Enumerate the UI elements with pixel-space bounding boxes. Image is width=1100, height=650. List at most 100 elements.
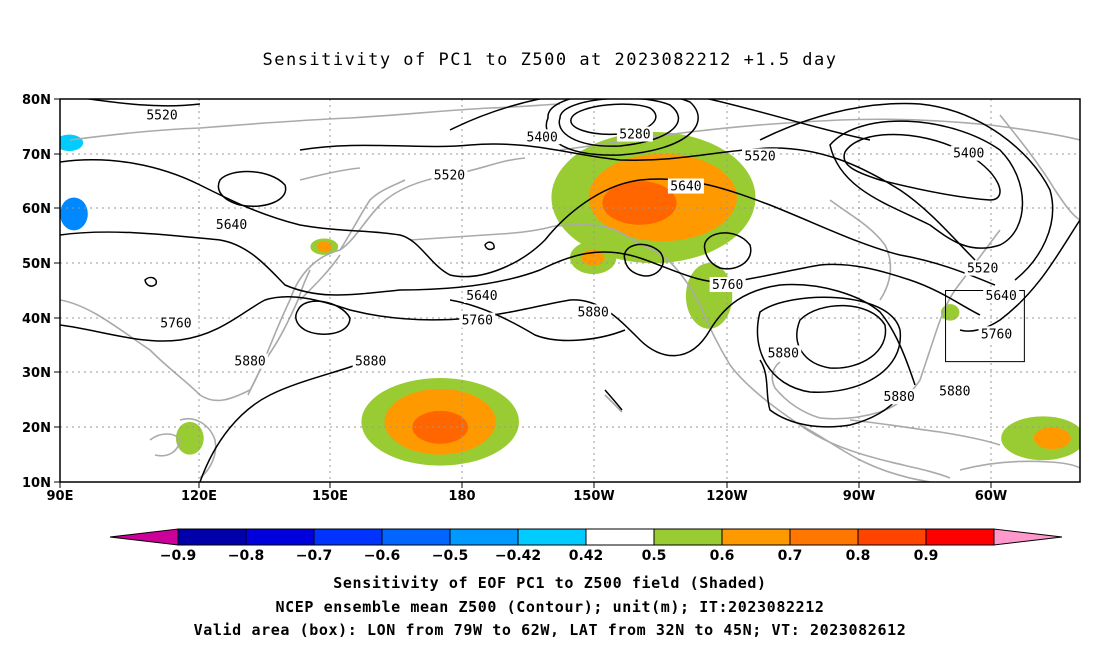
lat-tick-label: 20N — [22, 421, 51, 436]
contour-label: 5880 — [234, 355, 265, 370]
colorbar-label: 0.42 — [569, 548, 604, 564]
map-title: Sensitivity of PC1 to Z500 at 2023082212… — [262, 50, 838, 70]
lon-tick-labels: 90E 120E 150E 180 150W 120W 90W 60W — [47, 489, 1008, 504]
coast-kamchatka — [339, 179, 406, 251]
colorbar-swatch — [653, 528, 723, 546]
contour-5520-asia — [83, 99, 201, 107]
contour-label: 5520 — [744, 149, 775, 164]
coast-central-america — [799, 424, 931, 482]
footer-line-2: NCEP ensemble mean Z500 (Contour); unit(… — [275, 598, 825, 616]
contour-5880-ring — [756, 296, 901, 393]
colorbar-swatch — [177, 528, 247, 546]
coast-north-america-east — [819, 229, 1001, 420]
contour-5880-hawaii-loop — [604, 389, 623, 411]
contour-label-bg — [524, 129, 561, 145]
lon-tick-label: 120W — [706, 489, 747, 504]
coast-hudson-bay — [829, 199, 892, 301]
colorbar-swatch — [789, 528, 859, 546]
lon-tick-label: 60W — [975, 489, 1007, 504]
contour-label-bg — [463, 287, 500, 303]
coast-north-america-west — [554, 223, 951, 479]
colorbar-swatch — [585, 528, 655, 546]
contour-label: 5640 — [670, 180, 701, 195]
colorbar-label: 0.9 — [914, 548, 939, 564]
contour-label: 5520 — [146, 108, 177, 123]
contour-label: 5400 — [953, 147, 984, 162]
axis-ticks — [54, 98, 992, 488]
sensitivity-patch — [685, 263, 733, 329]
coast-asia — [60, 157, 526, 402]
coast-arctic-asia — [69, 103, 561, 141]
colorbar-label: −0.5 — [432, 548, 469, 564]
contour-label-bg — [144, 107, 180, 123]
colorbar-swatch — [245, 528, 315, 546]
contour-label-bg — [431, 167, 468, 183]
map-background — [60, 99, 1080, 482]
contour-label: 5880 — [939, 385, 970, 400]
contour-5880-north — [60, 283, 916, 386]
contour-5760-cyclone — [217, 170, 287, 207]
colorbar-max-triangle — [993, 528, 1063, 546]
colorbar-label: 0.5 — [642, 548, 667, 564]
sensitivity-shading — [60, 131, 1080, 466]
contour-label: 5400 — [527, 130, 558, 145]
contour-5880-south — [199, 359, 371, 482]
coast-gulf-mexico — [771, 361, 821, 419]
contour-5640-loop — [623, 243, 664, 277]
contour-label: 5520 — [434, 169, 465, 184]
coast-caribbean — [849, 419, 1001, 446]
contour-label: 5760 — [160, 316, 191, 331]
contour-label-bg — [881, 389, 918, 405]
coast-philippines — [179, 418, 217, 479]
contour-5760-small-1 — [144, 276, 158, 287]
colorbar-label: 0.8 — [846, 548, 871, 564]
contour-label: 5640 — [986, 289, 1017, 304]
z500-contours — [60, 99, 1080, 482]
contour-label: 5880 — [578, 305, 609, 320]
lat-tick-label: 60N — [22, 202, 51, 217]
contour-label-bg — [709, 277, 746, 293]
colorbar-swatch — [313, 528, 383, 546]
colorbar-label: −0.7 — [296, 548, 333, 564]
sensitivity-patch — [602, 181, 677, 225]
contour-label: 5640 — [466, 289, 497, 304]
lat-tick-label: 80N — [22, 93, 51, 108]
contour-5400-ring-1 — [558, 99, 680, 147]
colorbar-label: −0.42 — [495, 548, 541, 564]
coast-kurils — [299, 254, 341, 301]
map-frame — [59, 98, 1081, 483]
contour-5400-east — [843, 133, 1001, 201]
coast-greenland — [999, 114, 1080, 221]
colorbar-swatch — [517, 528, 587, 546]
lat-tick-label: 70N — [22, 148, 51, 163]
contour-5640-small-2 — [484, 241, 495, 251]
contour-5400-ring-2 — [545, 99, 699, 156]
contour-5880-high-2 — [796, 304, 887, 369]
contour-label: 5880 — [884, 390, 915, 405]
lon-tick-label: 180 — [448, 489, 475, 504]
colorbar-swatch — [721, 528, 791, 546]
lon-tick-label: 150W — [573, 489, 614, 504]
footer-line-3: Valid area (box): LON from 79W to 62W, L… — [193, 621, 907, 639]
contour-5520-north — [299, 143, 976, 261]
sensitivity-patch — [1033, 427, 1071, 450]
coast-borneo — [149, 433, 181, 457]
colorbar-label: −0.8 — [228, 548, 265, 564]
lat-tick-labels: 80N 70N 60N 50N 40N 30N 20N 10N — [22, 93, 51, 491]
contour-label: 5520 — [967, 262, 998, 277]
contour-label-bg — [936, 383, 973, 399]
gridlines — [60, 99, 1080, 482]
contour-label: 5880 — [355, 355, 386, 370]
colorbar-swatch — [857, 528, 927, 546]
contour-label: 5280 — [619, 128, 650, 143]
contour-label: 5880 — [768, 346, 799, 361]
contour-label-bg — [950, 145, 987, 161]
lat-tick-label: 40N — [22, 312, 51, 327]
colorbar-label: −0.9 — [160, 548, 197, 564]
coast-aleutians — [409, 225, 556, 241]
contour-label-bg — [765, 345, 802, 361]
sensitivity-patch — [317, 241, 332, 253]
colorbar-label: −0.6 — [364, 548, 401, 564]
contour-label-bg — [983, 287, 1020, 303]
colorbar-swatch — [381, 528, 451, 546]
